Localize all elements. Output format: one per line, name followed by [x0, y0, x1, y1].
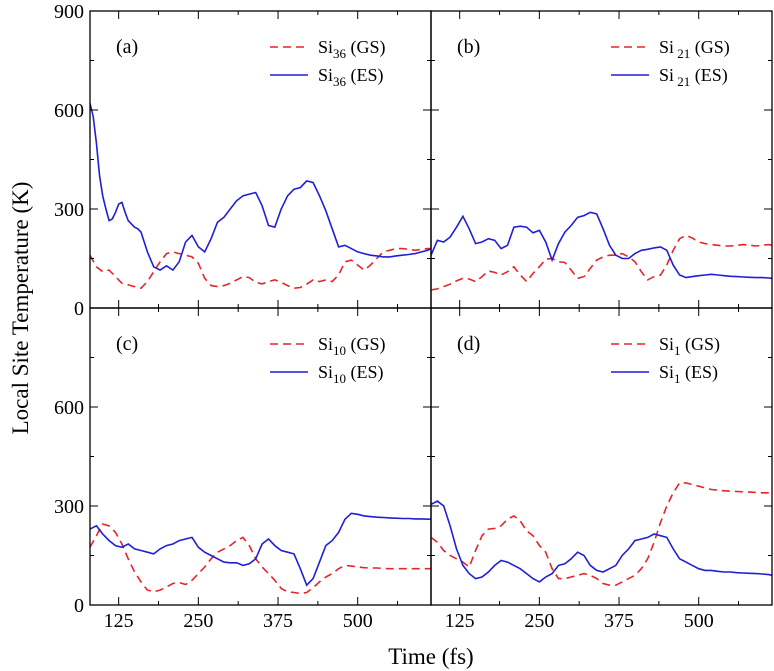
legend-entry-es: Si36 (ES) — [318, 65, 384, 89]
x-tick-label: 250 — [524, 610, 554, 632]
y-tick-label: 300 — [54, 199, 84, 221]
y-tick-label: 0 — [74, 595, 84, 617]
panel-label: (d) — [457, 333, 480, 355]
series-line-gs — [90, 247, 431, 290]
y-tick-label: 600 — [54, 100, 84, 122]
x-tick-label: 500 — [343, 610, 373, 632]
x-tick-label: 375 — [604, 610, 634, 632]
x-tick-label: 125 — [104, 610, 134, 632]
series-line-es — [431, 211, 772, 280]
y-axis-title: Local Site Temperature (K) — [8, 182, 33, 435]
panel-c: 0 300 600 125 250 375 500 (c) Si10 (GS) Si10 (ES) — [54, 307, 432, 632]
x-axis-title: Time (fs) — [388, 644, 473, 669]
legend-entry-gs: Si 21 (GS) — [659, 37, 730, 61]
panel-a: 0 300 600 900 (a) Si36 (GS) Si36 (ES) — [54, 1, 432, 320]
series-line-gs — [431, 234, 772, 291]
x-tick-label: 375 — [263, 610, 293, 632]
legend-entry-es: Si10 (ES) — [318, 362, 384, 386]
legend-entry-gs: Si10 (GS) — [318, 334, 386, 358]
panel-frame — [430, 307, 773, 606]
series-line-es — [431, 500, 772, 583]
chart-panels: 0 300 600 900 (a) Si36 (GS) Si36 (ES) (b) Si 21 … — [54, 1, 773, 632]
legend-entry-es: Si1 (ES) — [659, 362, 718, 386]
series-line-gs — [90, 523, 431, 595]
x-tick-label: 500 — [684, 610, 714, 632]
y-tick-label: 900 — [54, 1, 84, 23]
panel-label: (a) — [116, 36, 138, 58]
panel-b: (b) Si 21 (GS) Si 21 (ES) — [430, 10, 773, 309]
series-line-es — [90, 512, 431, 587]
y-tick-label: 0 — [74, 298, 84, 320]
legend-entry-gs: Si1 (GS) — [659, 334, 720, 358]
panel-label: (b) — [457, 36, 480, 58]
panel-d: 125 250 375 500 (d) Si1 (GS) Si1 (ES) — [430, 307, 773, 632]
legend-entry-gs: Si36 (GS) — [318, 37, 386, 61]
x-tick-label: 250 — [183, 610, 213, 632]
series-line-es — [90, 103, 431, 272]
legend-entry-es: Si 21 (ES) — [659, 65, 728, 89]
y-tick-label: 300 — [54, 496, 84, 518]
y-tick-label: 600 — [54, 397, 84, 419]
x-tick-label: 125 — [445, 610, 475, 632]
series-line-gs — [431, 482, 772, 587]
panel-label: (c) — [116, 333, 138, 355]
